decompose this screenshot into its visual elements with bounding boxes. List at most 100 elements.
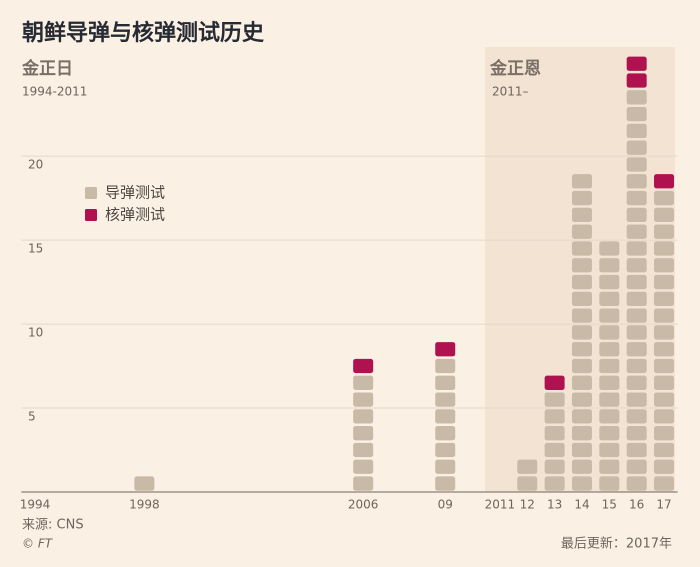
unit-box [654,207,675,223]
unit-box [544,426,565,441]
unit-box [571,325,592,340]
stack-segment [435,358,456,491]
unit-box [571,291,592,306]
unit-box [654,291,675,306]
x-tick-label: 2006 [348,498,379,512]
y-tick-label: 5 [28,410,36,424]
unit-box [654,459,675,474]
unit-box [435,476,456,491]
unit-box [353,375,374,390]
unit-box [626,442,647,458]
legend-label: 核弹测试 [105,206,165,224]
unit-box [544,459,565,474]
unit-box [654,442,675,458]
unit-box [571,476,592,491]
unit-box [599,308,620,323]
stack-segment [626,56,647,88]
credit: © FT [22,537,54,551]
unit-box [626,106,647,122]
unit-box [599,258,620,273]
stack-segment [599,241,620,491]
unit-box [626,291,647,306]
unit-box [571,375,592,390]
unit-box [353,392,374,407]
unit-box [626,375,647,390]
unit-box [544,442,565,458]
unit-box [599,375,620,390]
unit-box [626,207,647,223]
unit-box [626,258,647,273]
unit-box [517,476,538,491]
unit-box [654,274,675,290]
unit-box [626,140,647,155]
unit-box [654,342,675,357]
source: 来源: CNS [22,518,84,533]
stack-segment [571,174,592,491]
unit-box [353,409,374,424]
stack-segment [134,476,155,491]
unit-box [654,375,675,390]
unit-box [599,442,620,458]
unit-box [599,459,620,474]
unit-box [599,325,620,340]
unit-box [626,308,647,323]
unit-box [544,476,565,491]
y-tick-label: 20 [28,158,43,172]
unit-box [626,409,647,424]
unit-box [134,476,155,491]
unit-box [571,392,592,407]
unit-box [544,409,565,424]
unit-box [571,241,592,256]
x-tick-label: 16 [629,498,644,512]
unit-box [435,392,456,407]
unit-box [571,224,592,239]
unit-box [571,207,592,223]
unit-box [654,476,675,491]
x-tick-label: 12 [520,498,535,512]
unit-box [353,358,374,374]
stack-segment [654,174,675,189]
unit-box [626,90,647,105]
unit-box [599,342,620,357]
x-tick-label: 15 [602,498,617,512]
stack-segment [544,375,565,390]
unit-box [654,409,675,424]
unit-box [353,476,374,491]
x-tick-label: 1998 [129,498,160,512]
unit-box [626,392,647,407]
stack-segment [517,459,538,491]
unit-box [599,358,620,374]
unit-box [571,174,592,189]
x-tick-label: 1994 [20,498,51,512]
unit-box [571,308,592,323]
unit-box [571,258,592,273]
unit-box [626,241,647,256]
unit-box [571,459,592,474]
unit-box [654,426,675,441]
unit-box [571,342,592,357]
stack-segment [544,392,565,491]
x-tick-label: 17 [656,498,671,512]
unit-box [626,358,647,374]
stack-segment [353,358,374,374]
unit-box [626,342,647,357]
chart-title: 朝鲜导弹与核弹测试历史 [22,20,265,46]
unit-box [353,459,374,474]
unit-box [654,241,675,256]
unit-box [626,73,647,88]
era-period: 1994-2011 [22,85,87,99]
unit-box [435,375,456,390]
stack-segment [654,190,675,491]
x-tick-label: 09 [438,498,453,512]
unit-box [599,426,620,441]
x-tick-label: 14 [574,498,589,512]
x-tick-label: 13 [547,498,562,512]
unit-box [626,56,647,71]
unit-box [571,358,592,374]
unit-box [353,442,374,458]
unit-box [571,190,592,206]
unit-box [599,409,620,424]
unit-box [544,392,565,407]
unit-box [626,476,647,491]
